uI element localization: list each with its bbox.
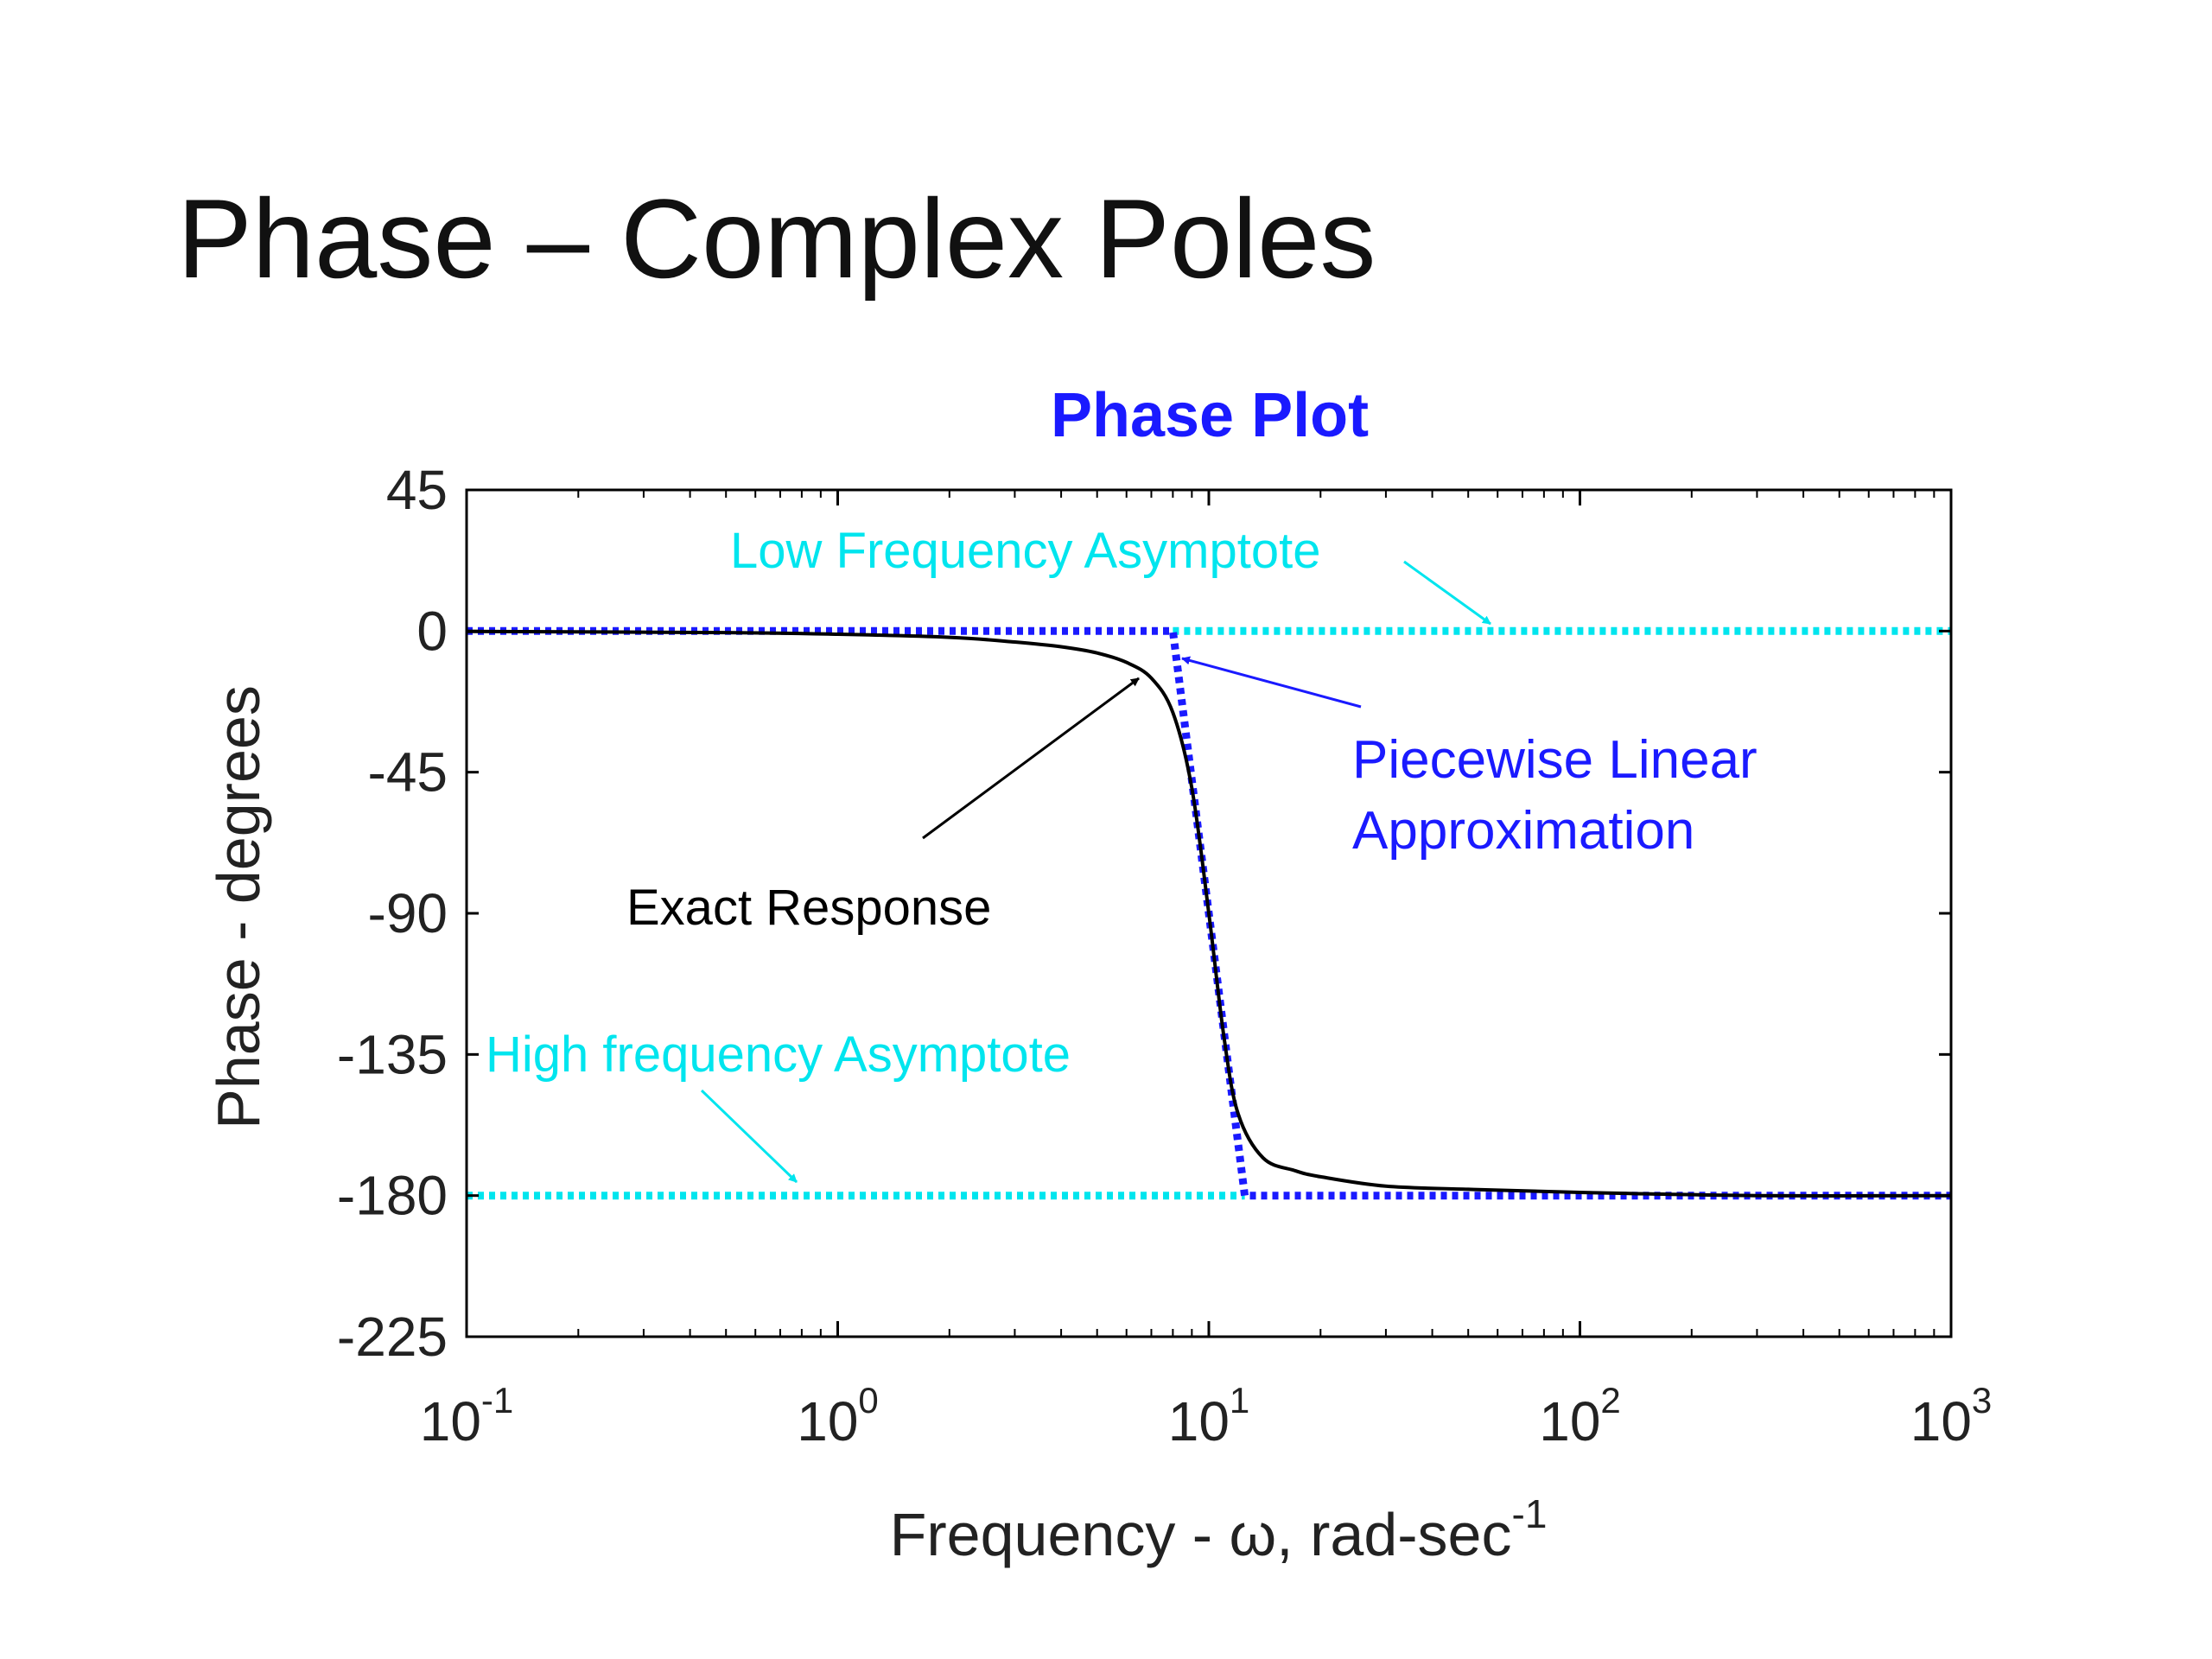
x-tick-label: 101 (1168, 1380, 1250, 1452)
x-tick-label: 102 (1539, 1380, 1621, 1452)
minor-ticks (577, 490, 1936, 1337)
series-layer (466, 626, 1952, 1200)
y-tick-label: -180 (337, 1165, 448, 1227)
exact-response-label: Exact Response (626, 880, 991, 936)
piecewise-arrow (1181, 656, 1362, 709)
y-tick-label: 45 (386, 459, 448, 521)
x-tick-label: 100 (797, 1380, 879, 1452)
y-tick-label: -90 (368, 882, 448, 944)
slide-title: Phase – Complex Poles (177, 175, 1376, 302)
x-tick-label: 103 (1910, 1380, 1993, 1452)
high-asymptote-arrow (700, 1089, 798, 1184)
chart-title: Phase Plot (1051, 381, 1369, 450)
x-tick-label: 10-1 (420, 1380, 514, 1452)
y-tick-label: 0 (416, 600, 448, 662)
series-exact (466, 629, 1952, 1198)
piecewise-label-line1: Piecewise Linear (1352, 730, 1758, 790)
y-tick-label: -135 (337, 1023, 448, 1085)
y-axis-label: Phase - degrees (205, 685, 272, 1129)
y-tick-label: -45 (368, 741, 448, 804)
piecewise-label-line2: Approximation (1352, 801, 1694, 861)
x-axis-label-text: Frequency - ω, rad-sec (890, 1501, 1512, 1568)
high-asymptote-label: High frequency Asymptote (486, 1027, 1071, 1083)
low-asymptote-arrow (1403, 560, 1491, 626)
x-ticks: 10-1 100 101 102 103 (420, 490, 1993, 1452)
low-asymptote-label: Low Frequency Asymptote (730, 523, 1320, 579)
x-axis-label: Frequency - ω, rad-sec-1 (890, 1491, 1548, 1568)
y-ticks: 45 0 -45 -90 -135 -180 -225 (337, 459, 1951, 1368)
x-axis-label-superscript: -1 (1512, 1491, 1548, 1536)
annotations: Low Frequency Asymptote Piecewise Linear… (486, 523, 1758, 1184)
exact-response-arrow (922, 677, 1140, 840)
y-tick-label: -225 (337, 1306, 448, 1368)
